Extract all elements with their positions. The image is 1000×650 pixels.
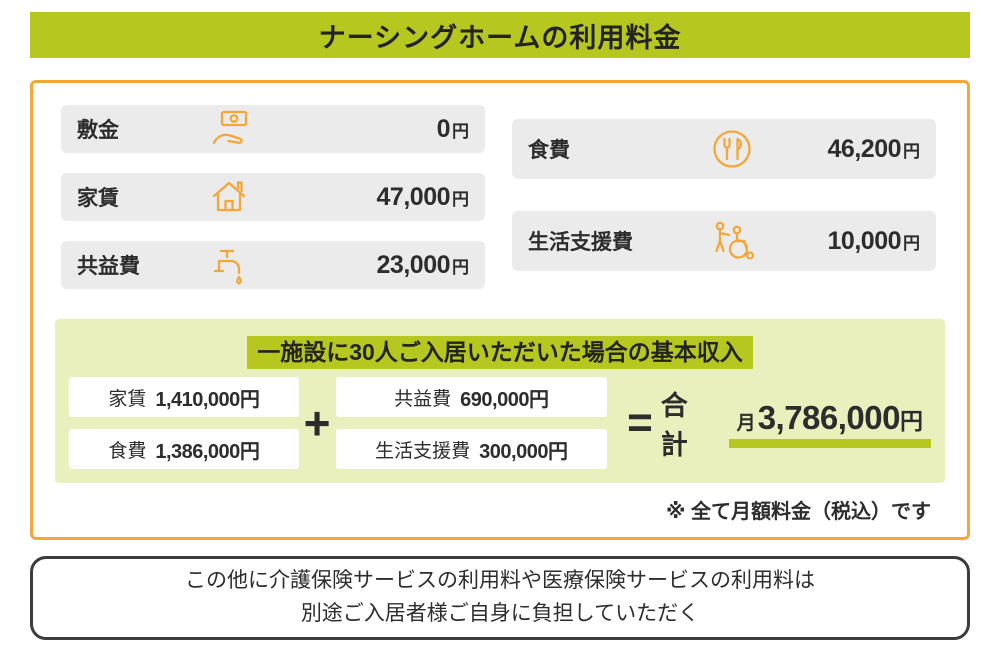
fee-value: 46,200 円: [827, 134, 920, 163]
fee-label: 家賃: [77, 187, 119, 210]
footer-note: この他に介護保険サービスの利用料や医療保険サービスの利用料は 別途ご入居者様ご自…: [30, 556, 970, 640]
fee-row-rent: 家賃 47,000 円: [61, 173, 485, 221]
income-box-life-support: 生活支援費 300,000円: [335, 429, 608, 469]
fee-value: 10,000 円: [827, 226, 920, 255]
income-box-label: 食費: [108, 440, 147, 462]
page-title: ナーシングホームの利用料金: [318, 22, 682, 53]
income-box-label: 家賃: [108, 388, 147, 410]
monthly-note: ※ 全て月額料金（税込）です: [666, 501, 931, 523]
income-box-value: 300,000円: [479, 440, 568, 463]
house-icon: [209, 178, 249, 216]
fee-row-common-fee: 共益費 23,000 円: [61, 241, 485, 289]
money-hand-icon: [209, 108, 255, 150]
fee-row-food: 食費 46,200 円: [512, 119, 936, 179]
equals-sign: =: [627, 398, 653, 447]
income-box-value: 1,410,000円: [155, 388, 260, 411]
income-title-wrap: 一施設に30人ご入居いただいた場合の基本収入: [55, 333, 945, 369]
total-label: 合計: [660, 391, 688, 460]
income-box-rent: 家賃 1,410,000円: [69, 377, 299, 417]
fee-row-life-support: 生活支援費 10,000 円: [512, 211, 936, 271]
footer-note-line2: 別途ご入居者様ご自身に負担していただく: [300, 602, 700, 625]
footer-note-line1: この他に介護保険サービスの利用料や医療保険サービスの利用料は: [185, 569, 815, 593]
faucet-icon: [209, 245, 249, 285]
income-panel: 一施設に30人ご入居いただいた場合の基本収入 家賃 1,410,000円 食費 …: [55, 319, 945, 483]
page-title-bar: ナーシングホームの利用料金: [30, 12, 970, 58]
wheelchair-icon: [710, 219, 756, 263]
income-title: 一施設に30人ご入居いただいた場合の基本収入: [247, 336, 753, 369]
fees-column-right: 食費 46,200 円 生活支援費: [512, 119, 936, 303]
income-box-food: 食費 1,386,000円: [69, 429, 299, 469]
fee-value: 23,000 円: [376, 250, 469, 279]
income-box-label: 共益費: [394, 388, 452, 410]
income-box-value: 690,000円: [460, 388, 549, 411]
fee-label: 敷金: [77, 119, 119, 142]
meal-icon: [710, 127, 754, 171]
plus-sign: +: [303, 397, 331, 449]
income-calculation-row: 家賃 1,410,000円 食費 1,386,000円 + 共益費 690,00…: [69, 377, 931, 469]
fee-value: 47,000 円: [376, 182, 469, 211]
total-amount: 月3,786,000円: [728, 399, 931, 448]
income-box-label: 生活支援費: [375, 440, 471, 462]
income-box-value: 1,386,000円: [155, 440, 260, 463]
fee-label: 共益費: [77, 255, 140, 278]
income-column-2: 共益費 690,000円 生活支援費 300,000円: [335, 377, 608, 469]
income-column-1: 家賃 1,410,000円 食費 1,386,000円: [69, 377, 299, 469]
income-box-common-fee: 共益費 690,000円: [335, 377, 608, 417]
fee-label: 食費: [528, 139, 570, 162]
fee-label: 生活支援費: [528, 231, 633, 254]
